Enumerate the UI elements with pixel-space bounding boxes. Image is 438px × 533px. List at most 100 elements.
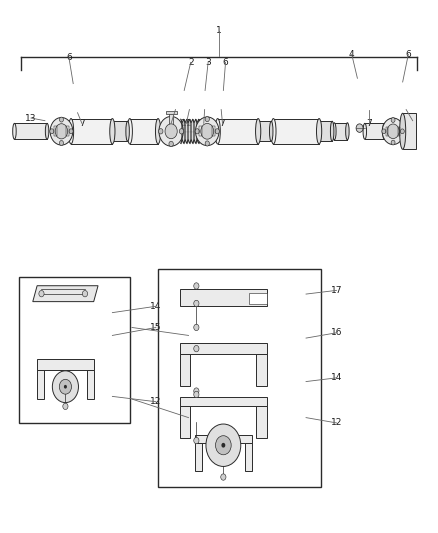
Bar <box>180 289 267 306</box>
Bar <box>19 277 130 423</box>
Circle shape <box>382 118 404 144</box>
Circle shape <box>69 129 73 134</box>
Circle shape <box>195 117 219 146</box>
Text: 12: 12 <box>150 397 162 406</box>
Bar <box>180 397 267 406</box>
Ellipse shape <box>68 118 74 144</box>
Bar <box>256 354 267 386</box>
Ellipse shape <box>110 118 115 144</box>
Bar <box>319 121 332 141</box>
Text: 4: 4 <box>349 50 354 59</box>
Ellipse shape <box>399 114 406 149</box>
Text: 3: 3 <box>205 58 211 67</box>
Polygon shape <box>33 286 98 302</box>
Circle shape <box>195 128 199 134</box>
Bar <box>166 111 177 114</box>
Ellipse shape <box>317 118 322 144</box>
Circle shape <box>53 371 78 402</box>
Ellipse shape <box>269 121 273 141</box>
Text: 16: 16 <box>331 328 342 337</box>
Ellipse shape <box>255 118 261 144</box>
Circle shape <box>64 385 67 389</box>
Circle shape <box>194 345 199 352</box>
Circle shape <box>60 141 64 146</box>
Bar <box>180 354 190 386</box>
Bar <box>273 118 319 144</box>
Circle shape <box>55 124 68 139</box>
Circle shape <box>391 118 395 123</box>
Text: 7: 7 <box>79 119 85 128</box>
Circle shape <box>400 129 404 134</box>
Ellipse shape <box>155 118 161 144</box>
Bar <box>66 126 69 136</box>
Ellipse shape <box>271 118 276 144</box>
Bar <box>195 435 252 443</box>
Ellipse shape <box>330 121 334 141</box>
Bar <box>199 126 202 136</box>
Bar <box>398 127 400 136</box>
Circle shape <box>387 124 399 139</box>
Bar <box>37 370 44 399</box>
Circle shape <box>194 300 199 306</box>
Circle shape <box>194 391 199 398</box>
Circle shape <box>159 116 184 146</box>
Bar <box>218 118 258 144</box>
Text: 1: 1 <box>216 26 222 35</box>
Circle shape <box>201 124 214 139</box>
Text: 10: 10 <box>198 119 209 128</box>
Text: 7: 7 <box>219 119 226 128</box>
Circle shape <box>39 290 44 297</box>
Circle shape <box>194 388 199 394</box>
Circle shape <box>63 403 68 409</box>
Bar <box>212 126 215 136</box>
Text: 12: 12 <box>331 418 342 427</box>
Text: 7: 7 <box>366 119 372 128</box>
Ellipse shape <box>46 123 49 139</box>
Ellipse shape <box>256 121 260 141</box>
Circle shape <box>205 141 209 146</box>
Circle shape <box>50 117 73 145</box>
Text: 5: 5 <box>410 116 416 125</box>
Circle shape <box>205 117 209 122</box>
Bar <box>180 343 267 354</box>
Bar <box>195 443 202 471</box>
Bar <box>87 370 94 399</box>
Ellipse shape <box>383 123 386 139</box>
Text: 14: 14 <box>150 302 162 311</box>
Circle shape <box>60 117 64 122</box>
Ellipse shape <box>318 121 321 141</box>
Bar <box>37 359 94 370</box>
Bar <box>169 112 173 125</box>
Bar <box>113 121 127 141</box>
Circle shape <box>59 379 71 394</box>
Circle shape <box>221 443 225 448</box>
Circle shape <box>194 438 199 444</box>
Bar <box>14 123 47 139</box>
Ellipse shape <box>111 121 114 141</box>
Circle shape <box>382 129 386 134</box>
Circle shape <box>159 128 163 134</box>
Circle shape <box>215 128 219 134</box>
Circle shape <box>206 424 241 466</box>
Circle shape <box>356 124 363 132</box>
Bar <box>158 269 321 487</box>
Bar <box>54 126 57 136</box>
Ellipse shape <box>126 121 129 141</box>
Ellipse shape <box>215 118 220 144</box>
Circle shape <box>221 474 226 480</box>
Text: 12: 12 <box>166 119 177 128</box>
Bar <box>258 121 271 141</box>
Text: 6: 6 <box>223 58 228 67</box>
Circle shape <box>169 141 173 147</box>
Bar <box>386 127 389 136</box>
Bar <box>403 114 416 149</box>
Circle shape <box>194 324 199 330</box>
Ellipse shape <box>13 123 16 139</box>
Circle shape <box>215 435 231 455</box>
Bar <box>245 443 252 471</box>
Bar <box>130 118 158 144</box>
Circle shape <box>165 124 177 139</box>
Bar <box>256 406 267 438</box>
Circle shape <box>82 290 88 297</box>
Text: 6: 6 <box>66 53 72 62</box>
